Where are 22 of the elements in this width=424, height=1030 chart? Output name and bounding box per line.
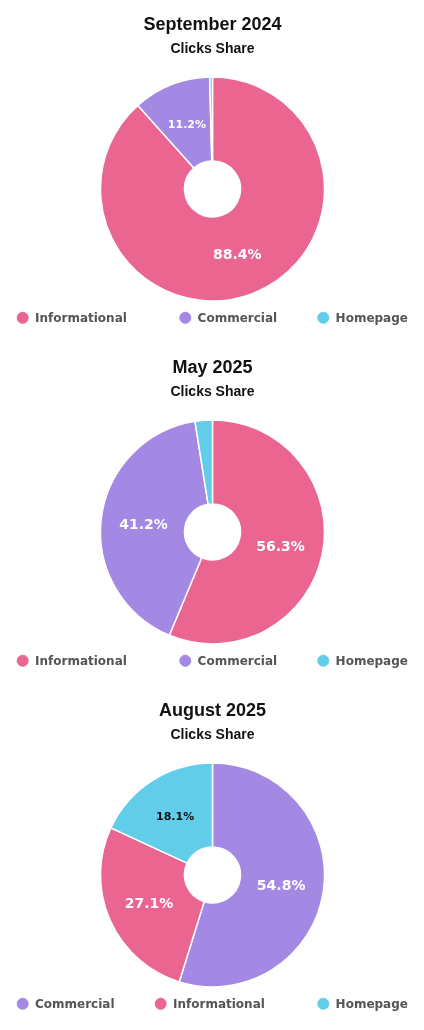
legend-label: Homepage — [335, 996, 408, 1011]
data-label: 18.1% — [156, 809, 195, 823]
chart-subtitle: Clicks Share — [170, 382, 255, 399]
legend-label: Commercial — [197, 653, 278, 668]
legend-label: Commercial — [35, 996, 115, 1011]
legend-label: Commercial — [197, 310, 278, 325]
chart-subtitle: Clicks Share — [170, 39, 255, 56]
legend-label: Homepage — [335, 310, 408, 325]
chart-title: August 2025 — [158, 700, 267, 721]
chart-title: September 2024 — [143, 14, 282, 35]
legend-label: Homepage — [335, 653, 408, 668]
data-label: 11.2% — [167, 117, 207, 131]
chart-title: May 2025 — [172, 357, 253, 378]
data-label: 41.2% — [119, 515, 168, 532]
legend-label: Informational — [173, 996, 265, 1011]
chart-subtitle: Clicks Share — [170, 725, 255, 742]
legend-label: Informational — [35, 653, 127, 668]
data-label: 88.4% — [212, 245, 262, 262]
legend-label: Informational — [35, 310, 127, 325]
data-label: 56.3% — [256, 537, 305, 554]
data-label: 54.8% — [256, 877, 306, 894]
data-label: 27.1% — [124, 895, 174, 912]
